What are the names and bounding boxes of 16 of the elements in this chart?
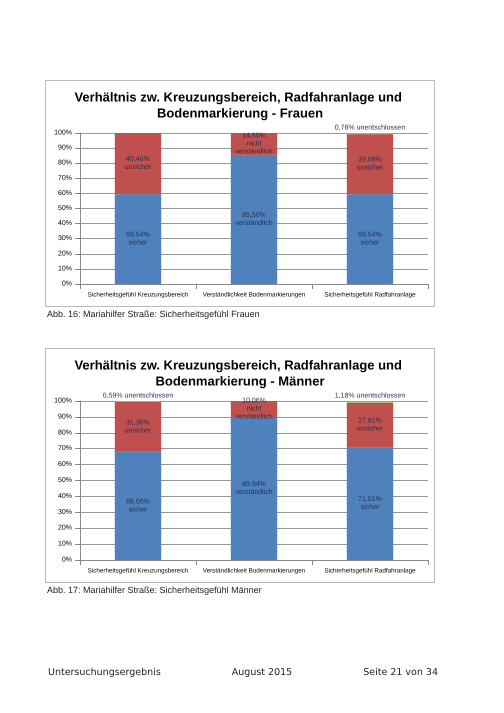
text: August 2015 (232, 667, 292, 678)
bar (346, 447, 394, 560)
bar (114, 402, 162, 452)
text: Seite 21 von 34 (363, 667, 438, 678)
bar (346, 134, 394, 194)
text: Untersuchungsergebnis (48, 667, 161, 678)
caption: Abb. 16: Mariahilfer Straße: Sicherheitsgefühl Frauen (47, 309, 260, 319)
caption: Abb. 17: Mariahilfer Straße: Sicherheitsgefühl Männer (47, 585, 262, 595)
chart-title: Verhältnis zw. Kreuzungsbereich, Radfahranlage und Bodenmarkierung - Frauen (74, 90, 406, 120)
bar (114, 194, 162, 284)
bar (346, 402, 394, 448)
bar (114, 133, 162, 194)
bar (230, 154, 278, 284)
bar (114, 452, 162, 560)
bar (346, 194, 394, 284)
chart-title: Verhältnis zw. Kreuzungsbereich, Radfahranlage und Bodenmarkierung - Männer (74, 358, 406, 388)
